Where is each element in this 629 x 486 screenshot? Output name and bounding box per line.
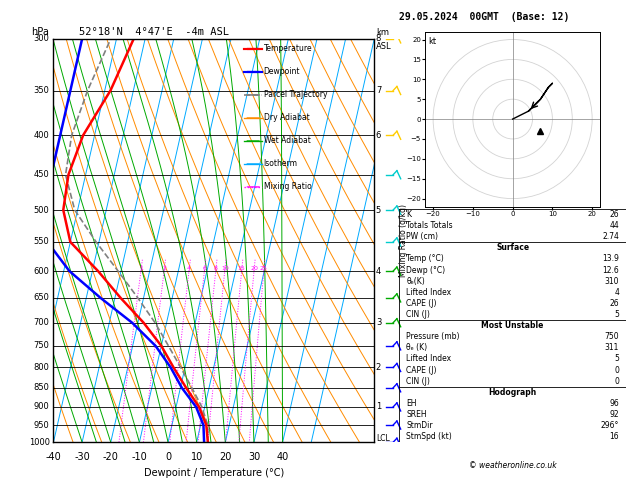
Text: kt: kt (428, 37, 437, 46)
Text: 5: 5 (614, 354, 619, 364)
Text: 750: 750 (604, 332, 619, 341)
Text: Pressure (mb): Pressure (mb) (406, 332, 460, 341)
Text: 4: 4 (376, 267, 381, 276)
Text: 92: 92 (610, 410, 619, 419)
Text: 10: 10 (221, 266, 228, 271)
Text: Mixing Ratio: Mixing Ratio (264, 182, 311, 191)
Text: 52°18'N  4°47'E  -4m ASL: 52°18'N 4°47'E -4m ASL (79, 27, 229, 37)
Text: Temperature: Temperature (264, 44, 312, 53)
Text: 5: 5 (376, 206, 381, 214)
Text: km: km (376, 28, 389, 37)
Text: K: K (406, 210, 411, 219)
Text: 1000: 1000 (28, 438, 50, 447)
Text: ASL: ASL (376, 42, 391, 51)
Text: 30: 30 (248, 452, 260, 462)
Text: 850: 850 (34, 383, 50, 392)
Text: 450: 450 (34, 170, 50, 179)
Text: Lifted Index: Lifted Index (406, 288, 452, 297)
Text: Totals Totals: Totals Totals (406, 221, 453, 230)
Text: 2: 2 (376, 363, 381, 372)
Text: 500: 500 (34, 206, 50, 214)
Text: SREH: SREH (406, 410, 427, 419)
Text: CAPE (J): CAPE (J) (406, 365, 437, 375)
Text: Most Unstable: Most Unstable (481, 321, 544, 330)
Text: 400: 400 (34, 131, 50, 140)
Text: © weatheronline.co.uk: © weatheronline.co.uk (469, 461, 557, 470)
Text: 650: 650 (34, 294, 50, 302)
Text: 8: 8 (376, 35, 381, 43)
Text: StmDir: StmDir (406, 421, 433, 430)
Text: 8: 8 (214, 266, 218, 271)
Text: Lifted Index: Lifted Index (406, 354, 452, 364)
Text: Parcel Trajectory: Parcel Trajectory (264, 90, 327, 100)
Text: -30: -30 (74, 452, 90, 462)
Text: 16: 16 (610, 432, 619, 441)
Text: 20: 20 (219, 452, 231, 462)
Text: 800: 800 (34, 363, 50, 372)
Text: -10: -10 (131, 452, 147, 462)
Text: 7: 7 (376, 86, 381, 95)
Text: 96: 96 (610, 399, 619, 408)
Text: 26: 26 (610, 210, 619, 219)
Text: 700: 700 (34, 318, 50, 327)
Text: Dewp (°C): Dewp (°C) (406, 265, 445, 275)
Text: 0: 0 (165, 452, 171, 462)
Text: 44: 44 (610, 221, 619, 230)
Text: 750: 750 (34, 341, 50, 350)
Text: Dry Adiabat: Dry Adiabat (264, 113, 309, 122)
Text: 13.9: 13.9 (602, 255, 619, 263)
Text: θₑ (K): θₑ (K) (406, 343, 427, 352)
Text: 550: 550 (34, 238, 50, 246)
Text: Isotherm: Isotherm (264, 159, 298, 169)
Text: 25: 25 (260, 266, 268, 271)
Text: 4: 4 (187, 266, 191, 271)
Text: Wet Adiabat: Wet Adiabat (264, 137, 311, 145)
Text: 10: 10 (191, 452, 203, 462)
Text: Mixing Ratio (g/kg): Mixing Ratio (g/kg) (399, 204, 408, 277)
Text: 3: 3 (376, 318, 381, 327)
Text: 310: 310 (604, 277, 619, 286)
Text: 600: 600 (34, 267, 50, 276)
Text: Dewpoint: Dewpoint (264, 68, 300, 76)
Text: 29.05.2024  00GMT  (Base: 12): 29.05.2024 00GMT (Base: 12) (399, 12, 570, 22)
Text: 6: 6 (376, 131, 381, 140)
Text: StmSpd (kt): StmSpd (kt) (406, 432, 452, 441)
Text: 950: 950 (34, 420, 50, 430)
Text: 2: 2 (162, 266, 166, 271)
Text: 311: 311 (604, 343, 619, 352)
Text: θₑ(K): θₑ(K) (406, 277, 425, 286)
Text: CAPE (J): CAPE (J) (406, 299, 437, 308)
Text: LCL: LCL (376, 434, 389, 443)
Text: 296°: 296° (601, 421, 619, 430)
Text: Hodograph: Hodograph (489, 388, 537, 397)
Text: 0: 0 (614, 377, 619, 386)
Text: Temp (°C): Temp (°C) (406, 255, 444, 263)
Text: PW (cm): PW (cm) (406, 232, 438, 241)
Text: 4: 4 (614, 288, 619, 297)
Text: CIN (J): CIN (J) (406, 310, 430, 319)
Text: -40: -40 (45, 452, 62, 462)
Text: 20: 20 (250, 266, 258, 271)
Text: 0: 0 (614, 365, 619, 375)
Text: -20: -20 (103, 452, 119, 462)
Text: Surface: Surface (496, 243, 529, 252)
Text: Dewpoint / Temperature (°C): Dewpoint / Temperature (°C) (144, 469, 284, 479)
Text: hPa: hPa (31, 27, 49, 37)
Text: 1: 1 (376, 402, 381, 412)
Text: 350: 350 (34, 86, 50, 95)
Text: 40: 40 (277, 452, 289, 462)
Text: 2.74: 2.74 (602, 232, 619, 241)
Text: EH: EH (406, 399, 416, 408)
Text: 1: 1 (139, 266, 143, 271)
Text: 300: 300 (34, 35, 50, 43)
Text: 900: 900 (34, 402, 50, 412)
Text: 5: 5 (614, 310, 619, 319)
Text: 26: 26 (610, 299, 619, 308)
Text: 12.6: 12.6 (603, 265, 619, 275)
Text: CIN (J): CIN (J) (406, 377, 430, 386)
Text: 15: 15 (238, 266, 245, 271)
Text: 6: 6 (203, 266, 206, 271)
